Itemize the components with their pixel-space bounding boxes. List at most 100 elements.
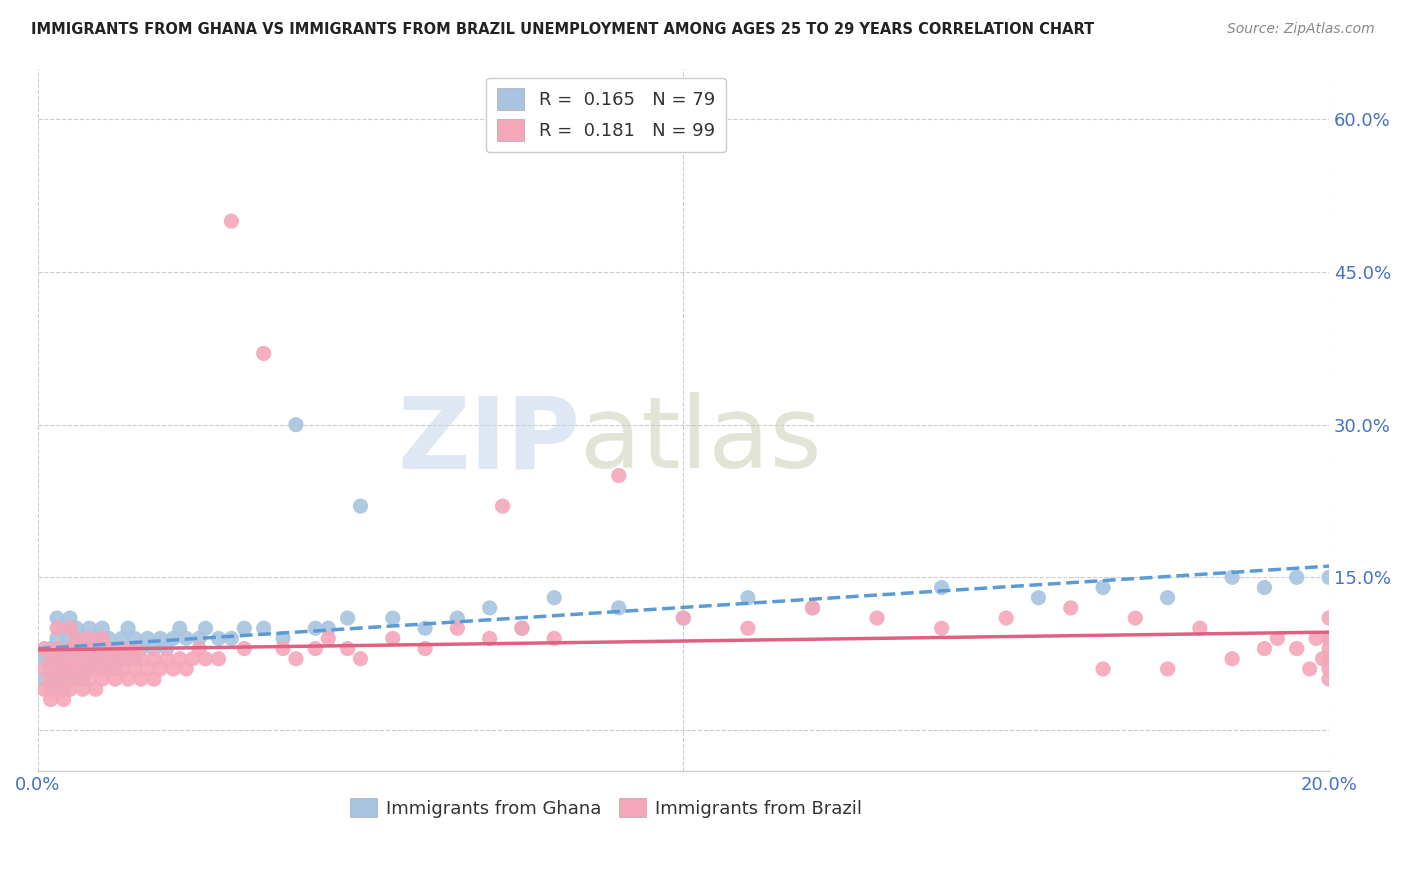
- Point: [1285, 570, 1308, 584]
- Point: [1317, 570, 1340, 584]
- Point: [1298, 662, 1320, 676]
- Point: [72, 632, 94, 646]
- Point: [111, 662, 134, 676]
- Point: [136, 662, 159, 676]
- Point: [1317, 662, 1340, 676]
- Point: [72, 672, 94, 686]
- Point: [117, 652, 139, 666]
- Point: [65, 672, 87, 686]
- Point: [1123, 611, 1146, 625]
- Point: [221, 632, 243, 646]
- Point: [1317, 611, 1340, 625]
- Point: [271, 641, 294, 656]
- Point: [129, 672, 152, 686]
- Point: [801, 600, 824, 615]
- Point: [59, 621, 82, 635]
- Point: [124, 641, 146, 656]
- Point: [46, 621, 69, 635]
- Point: [32, 662, 55, 676]
- Point: [124, 632, 146, 646]
- Point: [381, 632, 404, 646]
- Point: [221, 214, 243, 228]
- Point: [91, 632, 114, 646]
- Point: [931, 621, 953, 635]
- Point: [162, 632, 184, 646]
- Point: [52, 672, 75, 686]
- Point: [142, 641, 165, 656]
- Point: [84, 682, 107, 697]
- Point: [46, 662, 69, 676]
- Point: [59, 652, 82, 666]
- Point: [1267, 632, 1289, 646]
- Point: [1317, 632, 1340, 646]
- Point: [1188, 621, 1211, 635]
- Point: [46, 611, 69, 625]
- Point: [446, 621, 468, 635]
- Point: [142, 672, 165, 686]
- Point: [117, 621, 139, 635]
- Point: [129, 641, 152, 656]
- Point: [543, 591, 565, 605]
- Point: [39, 662, 62, 676]
- Point: [104, 641, 127, 656]
- Point: [543, 632, 565, 646]
- Point: [97, 662, 120, 676]
- Point: [156, 641, 179, 656]
- Point: [32, 682, 55, 697]
- Point: [413, 641, 436, 656]
- Point: [39, 641, 62, 656]
- Point: [142, 652, 165, 666]
- Point: [1312, 652, 1334, 666]
- Text: ZIP: ZIP: [396, 392, 581, 489]
- Point: [136, 632, 159, 646]
- Point: [181, 652, 204, 666]
- Point: [413, 621, 436, 635]
- Point: [72, 652, 94, 666]
- Point: [1317, 641, 1340, 656]
- Point: [111, 641, 134, 656]
- Point: [194, 621, 217, 635]
- Point: [253, 346, 276, 360]
- Point: [65, 662, 87, 676]
- Point: [194, 652, 217, 666]
- Point: [59, 611, 82, 625]
- Point: [1220, 570, 1243, 584]
- Point: [801, 600, 824, 615]
- Point: [52, 682, 75, 697]
- Point: [65, 652, 87, 666]
- Point: [1317, 672, 1340, 686]
- Point: [65, 621, 87, 635]
- Text: IMMIGRANTS FROM GHANA VS IMMIGRANTS FROM BRAZIL UNEMPLOYMENT AMONG AGES 25 TO 29: IMMIGRANTS FROM GHANA VS IMMIGRANTS FROM…: [31, 22, 1094, 37]
- Point: [52, 641, 75, 656]
- Point: [91, 662, 114, 676]
- Point: [84, 641, 107, 656]
- Point: [866, 611, 889, 625]
- Point: [32, 641, 55, 656]
- Point: [1285, 641, 1308, 656]
- Point: [149, 632, 172, 646]
- Point: [207, 652, 229, 666]
- Point: [491, 499, 513, 513]
- Point: [84, 632, 107, 646]
- Point: [156, 652, 179, 666]
- Point: [97, 641, 120, 656]
- Point: [72, 682, 94, 697]
- Point: [381, 611, 404, 625]
- Point: [72, 641, 94, 656]
- Point: [129, 652, 152, 666]
- Point: [995, 611, 1018, 625]
- Point: [111, 632, 134, 646]
- Point: [607, 468, 630, 483]
- Point: [253, 621, 276, 635]
- Point: [1305, 632, 1327, 646]
- Point: [39, 682, 62, 697]
- Point: [478, 600, 501, 615]
- Point: [1156, 662, 1178, 676]
- Point: [97, 632, 120, 646]
- Point: [91, 652, 114, 666]
- Point: [169, 652, 191, 666]
- Point: [672, 611, 695, 625]
- Point: [52, 692, 75, 706]
- Point: [124, 662, 146, 676]
- Point: [174, 662, 197, 676]
